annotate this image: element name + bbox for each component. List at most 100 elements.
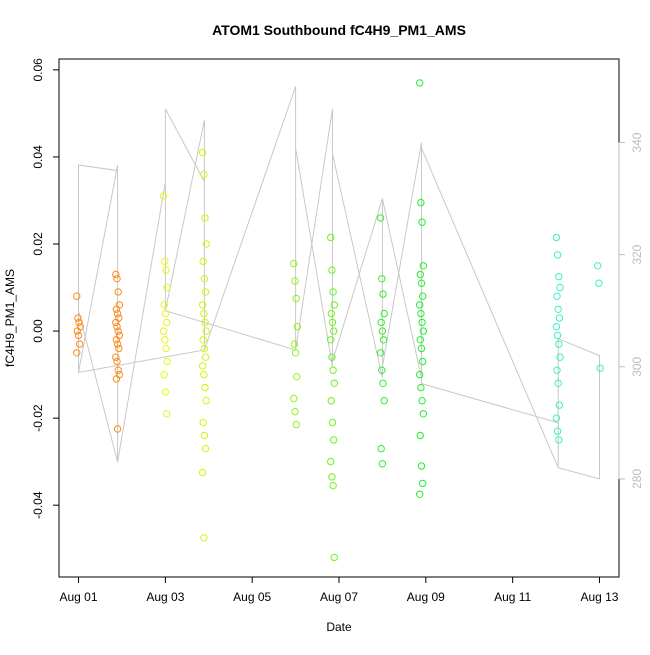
data-point xyxy=(416,79,424,87)
data-point xyxy=(201,288,210,296)
data-point xyxy=(162,344,170,353)
data-point xyxy=(201,318,209,327)
data-point xyxy=(555,436,563,444)
data-point xyxy=(198,468,207,477)
data-point xyxy=(418,318,426,327)
data-point xyxy=(198,301,207,309)
data-point xyxy=(328,473,336,481)
data-point xyxy=(113,323,121,331)
data-point xyxy=(553,251,562,259)
point-group xyxy=(416,79,427,498)
data-point xyxy=(552,414,561,422)
data-point xyxy=(379,336,388,344)
data-point xyxy=(160,370,168,379)
data-point xyxy=(163,357,171,366)
x-tick-label: Aug 07 xyxy=(320,590,358,604)
data-point xyxy=(376,214,385,222)
y-axis-label: fC4H9_PM1_AMS xyxy=(3,269,17,367)
data-point xyxy=(292,294,300,303)
data-point xyxy=(200,344,209,353)
data-point xyxy=(201,444,210,453)
data-point xyxy=(328,266,336,274)
data-point xyxy=(113,425,122,433)
data-point xyxy=(161,257,169,266)
data-point xyxy=(554,305,562,313)
y-tick-label: -0.02 xyxy=(31,404,45,432)
data-point xyxy=(553,292,561,300)
data-point xyxy=(378,460,387,468)
data-point xyxy=(327,397,335,405)
data-point xyxy=(73,349,81,357)
data-point xyxy=(380,309,388,318)
data-point xyxy=(416,431,424,440)
y2-tick-label: 300 xyxy=(630,356,644,376)
data-point xyxy=(327,309,335,318)
x-tick-label: Aug 13 xyxy=(580,590,618,604)
data-point xyxy=(330,553,338,562)
x-tick-label: Aug 11 xyxy=(494,590,531,604)
data-point xyxy=(418,397,426,405)
data-point xyxy=(202,397,210,405)
data-point xyxy=(417,279,426,287)
data-point xyxy=(327,457,335,466)
point-group xyxy=(198,148,210,542)
data-point xyxy=(378,275,386,283)
data-point xyxy=(595,279,603,287)
data-point xyxy=(290,340,299,348)
data-point xyxy=(555,401,564,409)
y-tick-label: 0.02 xyxy=(31,232,45,256)
data-point xyxy=(293,323,302,331)
data-point xyxy=(552,233,561,242)
data-point xyxy=(327,336,335,344)
data-point xyxy=(75,318,83,327)
data-point xyxy=(555,272,563,281)
y-tick-label: -0.04 xyxy=(31,491,45,519)
data-point xyxy=(553,366,561,374)
data-point xyxy=(159,327,168,335)
data-point xyxy=(198,148,207,157)
data-point xyxy=(200,370,208,379)
data-point xyxy=(416,336,424,344)
points-layer xyxy=(73,79,604,562)
data-point xyxy=(161,388,170,396)
data-point xyxy=(419,262,427,270)
data-point xyxy=(161,336,169,344)
data-point xyxy=(200,534,208,542)
data-point xyxy=(199,418,207,427)
data-point xyxy=(327,233,335,242)
data-point xyxy=(378,327,387,335)
data-point xyxy=(290,394,298,403)
data-point xyxy=(202,240,210,248)
data-point xyxy=(112,305,121,313)
data-point xyxy=(115,344,123,353)
data-point xyxy=(379,290,387,298)
y2-tick-label: 340 xyxy=(630,132,644,152)
chart-title: ATOM1 Southbound fC4H9_PM1_AMS xyxy=(212,22,466,38)
data-point xyxy=(200,431,209,440)
data-point xyxy=(163,283,171,292)
x-tick-label: Aug 03 xyxy=(146,590,184,604)
data-point xyxy=(556,283,564,292)
data-point xyxy=(330,327,338,335)
data-point xyxy=(76,340,84,348)
data-point xyxy=(112,375,121,383)
data-point xyxy=(112,318,120,327)
y2-tick-label: 320 xyxy=(630,244,644,264)
data-point xyxy=(419,327,427,335)
data-point xyxy=(159,192,168,200)
point-group xyxy=(112,270,124,433)
data-point xyxy=(419,410,427,418)
x-tick-label: Aug 05 xyxy=(233,590,271,604)
data-point xyxy=(556,353,564,361)
data-point xyxy=(329,481,337,490)
x-tick-label: Aug 01 xyxy=(60,590,98,604)
x-tick-label: Aug 09 xyxy=(407,590,445,604)
data-point xyxy=(162,318,171,327)
data-point xyxy=(379,379,387,387)
data-point xyxy=(376,349,385,357)
data-point xyxy=(202,327,210,335)
data-point xyxy=(291,349,300,357)
data-point xyxy=(113,357,121,366)
